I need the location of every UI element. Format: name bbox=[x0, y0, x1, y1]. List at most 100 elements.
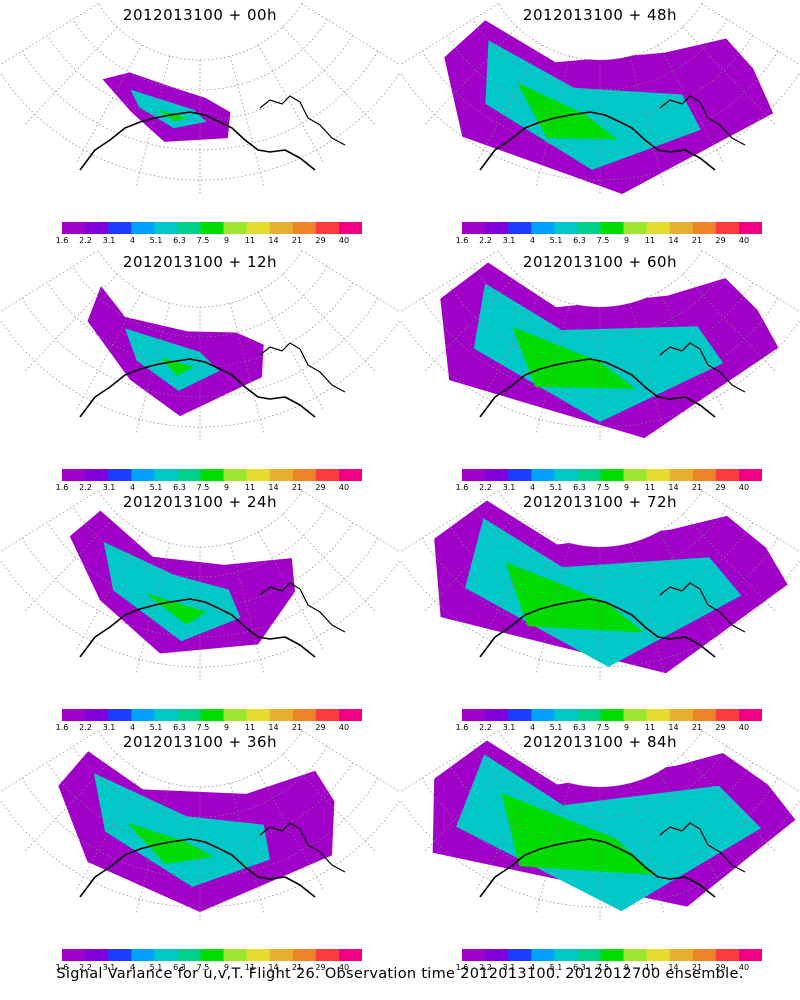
colorbar-tick-label: 3.1 bbox=[102, 236, 116, 245]
colorbar-swatch bbox=[200, 949, 225, 961]
colorbar-tick-label: 6.3 bbox=[573, 723, 586, 732]
colorbar-tick-label: 5.1 bbox=[549, 483, 563, 492]
colorbar-swatch bbox=[531, 469, 555, 481]
colorbar-tick-label: 1.6 bbox=[455, 236, 469, 245]
map-plot bbox=[0, 490, 400, 683]
colorbar-tick-label: 6.3 bbox=[573, 963, 586, 972]
colorbar-tick-label: 3.1 bbox=[502, 963, 516, 972]
colorbar-swatch bbox=[85, 222, 109, 234]
colorbar-swatch bbox=[62, 709, 86, 721]
forecast-panel: 2012013100 + 72h 1.6 2.2 3.1 4 5.1 6.3 7.5 9 11 14… bbox=[400, 487, 800, 732]
colorbar-tick-label: 14 bbox=[668, 723, 679, 732]
colorbar-tick-label: 40 bbox=[738, 723, 750, 732]
coastline-north bbox=[259, 822, 346, 873]
colorbar-tick-label: 1.6 bbox=[55, 236, 69, 245]
colorbar-swatch bbox=[623, 949, 648, 961]
colorbar-swatch bbox=[554, 469, 578, 481]
colorbar-swatch bbox=[246, 469, 271, 481]
colorbar-swatch bbox=[715, 222, 740, 234]
colorbar-tick-label: 29 bbox=[315, 723, 326, 732]
colorbar-tick-label: 11 bbox=[244, 483, 256, 492]
variance-shading-high bbox=[512, 326, 636, 389]
graticule bbox=[400, 730, 800, 922]
coastline-north bbox=[659, 582, 746, 633]
colorbar-tick-label: 2.2 bbox=[79, 483, 92, 492]
colorbar-swatch bbox=[108, 949, 132, 961]
colorbar-swatch bbox=[62, 949, 86, 961]
colorbar-tick-label: 6.3 bbox=[173, 963, 186, 972]
colorbar-tick-label: 4 bbox=[529, 723, 536, 732]
variance-shading-high bbox=[501, 793, 656, 875]
colorbar-tick-label: 29 bbox=[715, 963, 726, 972]
coastline bbox=[479, 598, 716, 658]
colorbar-labels: 1.6 2.2 3.1 4 5.1 6.3 7.5 9 11 14 21 29 40 bbox=[52, 236, 372, 246]
colorbar-tick-label: 11 bbox=[644, 723, 656, 732]
colorbar-tick-label: 5.1 bbox=[149, 723, 163, 732]
coastline bbox=[79, 111, 316, 171]
colorbar bbox=[62, 469, 362, 481]
variance-shading-high bbox=[127, 822, 214, 864]
colorbar-tick-label: 3.1 bbox=[502, 723, 516, 732]
colorbar-swatch bbox=[62, 222, 86, 234]
colorbar-swatch bbox=[338, 949, 362, 961]
colorbar-tick-label: 7.5 bbox=[196, 483, 210, 492]
colorbar-swatch bbox=[715, 469, 740, 481]
coastline bbox=[79, 598, 316, 658]
colorbar-swatch bbox=[508, 949, 532, 961]
colorbar bbox=[62, 709, 362, 721]
colorbar-swatch bbox=[292, 949, 317, 961]
colorbar-swatch bbox=[154, 222, 178, 234]
map-plot bbox=[400, 730, 800, 923]
colorbar-tick-label: 29 bbox=[715, 723, 726, 732]
colorbar-swatch bbox=[62, 469, 86, 481]
variance-shading-mid bbox=[93, 773, 271, 887]
map-plot bbox=[400, 3, 800, 196]
colorbar-labels: 1.6 2.2 3.1 4 5.1 6.3 7.5 9 11 14 21 29 40 bbox=[452, 236, 772, 246]
variance-shading-mid bbox=[485, 40, 701, 170]
variance-shading-mid bbox=[465, 518, 742, 667]
colorbar-tick-label: 6.3 bbox=[173, 483, 186, 492]
colorbar-labels: 1.6 2.2 3.1 4 5.1 6.3 7.5 9 11 14 21 29 40 bbox=[452, 483, 772, 493]
colorbar-tick-label: 29 bbox=[315, 963, 326, 972]
panel-title: 2012013100 + 36h bbox=[122, 733, 278, 751]
colorbar-tick-label: 9 bbox=[623, 236, 630, 245]
colorbar-tick-label: 40 bbox=[738, 963, 750, 972]
colorbar-tick-label: 7.5 bbox=[596, 236, 610, 245]
colorbar-tick-label: 14 bbox=[668, 963, 679, 972]
coastline bbox=[479, 111, 716, 171]
colorbar-tick-label: 9 bbox=[223, 483, 230, 492]
colorbar-swatch bbox=[692, 469, 717, 481]
colorbar-swatch bbox=[108, 222, 132, 234]
variance-shading-mid bbox=[456, 754, 762, 912]
colorbar-swatch bbox=[600, 222, 625, 234]
graticule bbox=[0, 3, 400, 195]
colorbar-tick-label: 14 bbox=[268, 483, 279, 492]
colorbar-swatch bbox=[738, 469, 762, 481]
colorbar-labels: 1.6 2.2 3.1 4 5.1 6.3 7.5 9 11 14 21 29 40 bbox=[52, 723, 372, 733]
colorbar-tick-label: 14 bbox=[268, 236, 279, 245]
colorbar-tick-label: 3.1 bbox=[102, 723, 116, 732]
colorbar-swatch bbox=[485, 709, 509, 721]
colorbar-tick-label: 3.1 bbox=[102, 963, 116, 972]
colorbar-labels: 1.6 2.2 3.1 4 5.1 6.3 7.5 9 11 14 21 29 40 bbox=[52, 963, 372, 973]
graticule bbox=[400, 250, 800, 442]
variance-shading-high bbox=[505, 562, 644, 633]
colorbar-swatch bbox=[223, 709, 248, 721]
colorbar-tick-label: 7.5 bbox=[596, 483, 610, 492]
variance-shading-mid bbox=[473, 283, 724, 422]
colorbar-swatch bbox=[269, 222, 294, 234]
colorbar-swatch bbox=[646, 222, 671, 234]
colorbar-tick-label: 14 bbox=[668, 236, 679, 245]
colorbar-swatch bbox=[177, 949, 201, 961]
colorbar-swatch bbox=[738, 709, 762, 721]
colorbar-tick-label: 4 bbox=[129, 236, 136, 245]
variance-shading-high bbox=[157, 109, 188, 122]
map-plot bbox=[0, 250, 400, 443]
colorbar-tick-label: 1.6 bbox=[55, 483, 69, 492]
colorbar-tick-label: 5.1 bbox=[549, 963, 563, 972]
colorbar-swatch bbox=[692, 222, 717, 234]
colorbar-swatch bbox=[646, 709, 671, 721]
map-plot bbox=[400, 250, 800, 443]
colorbar-tick-label: 9 bbox=[223, 236, 230, 245]
colorbar-tick-label: 9 bbox=[623, 963, 630, 972]
